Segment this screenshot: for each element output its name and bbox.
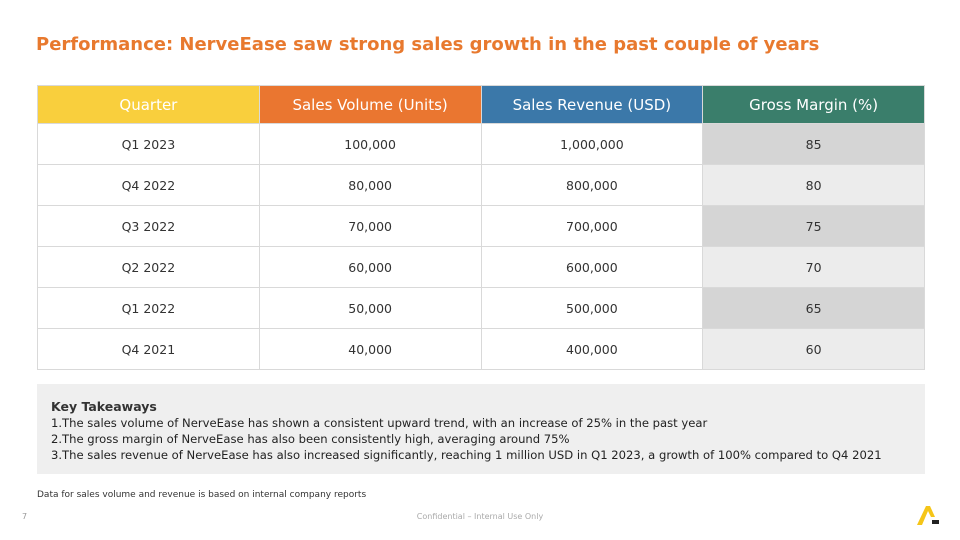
key-takeaways-heading: Key Takeaways: [51, 399, 157, 414]
cell-sales-volume: 40,000: [258, 328, 482, 370]
cell-sales-revenue: 500,000: [480, 287, 704, 329]
brand-logo-shape: [917, 506, 939, 525]
table-row: Q4 2021 40,000 400,000 60: [37, 328, 925, 370]
table-header-row: Quarter Sales Volume (Units) Sales Reven…: [37, 85, 925, 124]
brand-logo-icon: [914, 503, 942, 531]
header-sales-volume: Sales Volume (Units): [258, 85, 482, 124]
cell-sales-revenue: 400,000: [480, 328, 704, 370]
footnote: Data for sales volume and revenue is bas…: [37, 490, 367, 500]
cell-gross-margin: 60: [702, 328, 925, 370]
table-row: Q1 2023 100,000 1,000,000 85: [37, 123, 925, 165]
cell-sales-volume: 60,000: [258, 246, 482, 288]
header-sales-revenue: Sales Revenue (USD): [480, 85, 704, 124]
cell-quarter: Q1 2022: [37, 287, 260, 329]
cell-sales-volume: 100,000: [258, 123, 482, 165]
cell-quarter: Q4 2021: [37, 328, 260, 370]
cell-quarter: Q4 2022: [37, 164, 260, 206]
cell-gross-margin: 70: [702, 246, 925, 288]
cell-sales-revenue: 600,000: [480, 246, 704, 288]
header-quarter: Quarter: [37, 85, 260, 124]
takeaway-item: 1.The sales volume of NerveEase has show…: [51, 416, 708, 430]
page-number: 7: [22, 512, 28, 521]
cell-quarter: Q3 2022: [37, 205, 260, 247]
cell-gross-margin: 80: [702, 164, 925, 206]
cell-sales-volume: 80,000: [258, 164, 482, 206]
cell-quarter: Q1 2023: [37, 123, 260, 165]
key-takeaways-box: Key Takeaways 1.The sales volume of Nerv…: [37, 384, 925, 474]
cell-sales-revenue: 800,000: [480, 164, 704, 206]
table-row: Q4 2022 80,000 800,000 80: [37, 164, 925, 206]
confidential-label: Confidential – Internal Use Only: [416, 512, 544, 521]
cell-sales-revenue: 700,000: [480, 205, 704, 247]
cell-gross-margin: 85: [702, 123, 925, 165]
table-row: Q3 2022 70,000 700,000 75: [37, 205, 925, 247]
takeaway-item: 2.The gross margin of NerveEase has also…: [51, 432, 570, 446]
cell-quarter: Q2 2022: [37, 246, 260, 288]
cell-sales-volume: 50,000: [258, 287, 482, 329]
performance-table: Quarter Sales Volume (Units) Sales Reven…: [37, 85, 925, 370]
page-title: Performance: NerveEase saw strong sales …: [36, 34, 820, 55]
table-row: Q1 2022 50,000 500,000 65: [37, 287, 925, 329]
table-row: Q2 2022 60,000 600,000 70: [37, 246, 925, 288]
cell-gross-margin: 75: [702, 205, 925, 247]
takeaway-item: 3.The sales revenue of NerveEase has als…: [51, 448, 882, 462]
cell-gross-margin: 65: [702, 287, 925, 329]
header-gross-margin: Gross Margin (%): [702, 85, 925, 124]
cell-sales-revenue: 1,000,000: [480, 123, 704, 165]
cell-sales-volume: 70,000: [258, 205, 482, 247]
